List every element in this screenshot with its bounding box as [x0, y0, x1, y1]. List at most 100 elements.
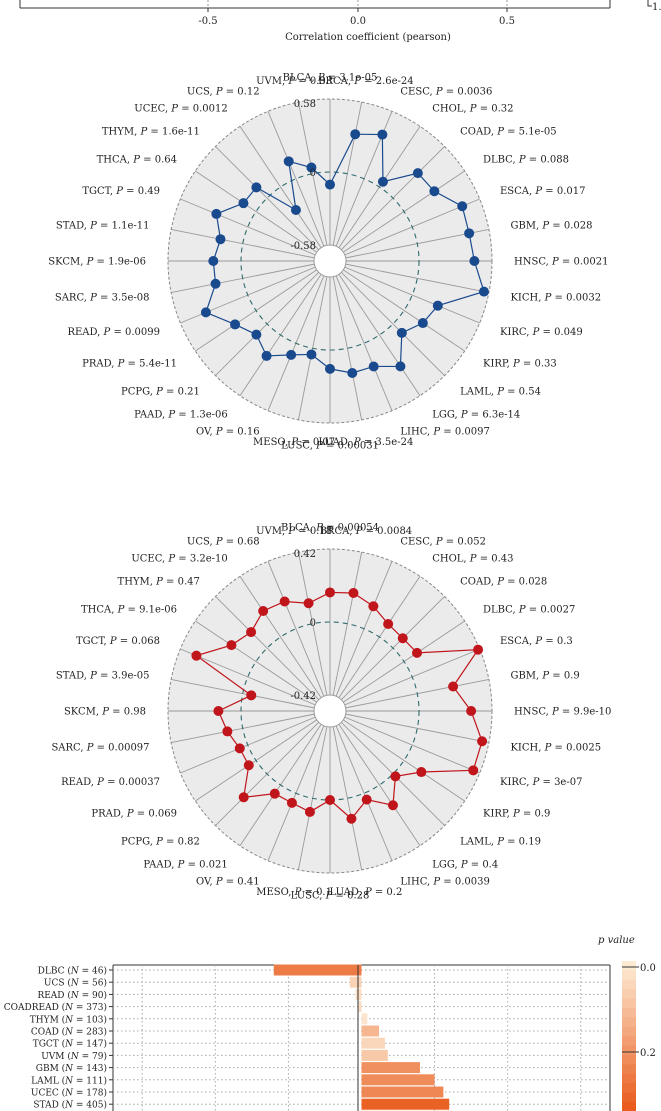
colorbar-segment — [622, 1064, 636, 1075]
category-label: CESC, P = 0.0036 — [400, 87, 492, 98]
bar — [361, 1037, 385, 1049]
horizontal-bar-chart: p value DLBC (N = 46)UCS (N = 56)READ (N… — [4, 935, 656, 1111]
x-axis-title: Correlation coefficient (pearson) — [285, 32, 451, 43]
category-label: HNSC, P = 9.9e-10 — [514, 707, 611, 718]
category-label: GBM, P = 0.028 — [510, 221, 592, 232]
category-label: THCA, P = 9.1e-06 — [81, 604, 177, 615]
colorbar-segment — [622, 1036, 636, 1046]
x-tick-label: 0.5 — [499, 16, 515, 27]
radar-point — [416, 767, 427, 778]
legend-title: p value — [598, 935, 635, 946]
category-label: OV, P = 0.41 — [196, 876, 260, 887]
category-label: LUAD, P = 3.5e-24 — [318, 437, 413, 448]
radar-point — [279, 596, 290, 607]
colorbar-segment — [622, 961, 636, 971]
radar-point — [306, 162, 317, 173]
radial-tick-label: 0 — [310, 168, 316, 179]
category-label: ESCA, P = 0.017 — [500, 186, 586, 197]
colorbar-tick-label: 1.0 — [652, 2, 661, 13]
category-label: UVM, P = 0.18 — [256, 526, 332, 537]
radar-point — [325, 179, 335, 190]
radar-spoke — [335, 725, 393, 861]
bar — [361, 1074, 435, 1086]
radar-point — [325, 795, 335, 805]
category-label: CESC, P = 0.052 — [400, 537, 486, 548]
colorbar-segment — [622, 970, 636, 981]
radial-tick-label: 0.58 — [294, 99, 316, 110]
colorbar-segment — [622, 1055, 636, 1065]
bar — [358, 1001, 362, 1013]
category-label: STAD (N = 405) — [33, 1100, 107, 1111]
category-label: COADREAD (N = 373) — [4, 1002, 107, 1013]
radar-point — [377, 176, 388, 187]
category-label: KIRP, P = 0.9 — [483, 809, 550, 820]
category-label: DLBC (N = 46) — [38, 966, 107, 977]
radar-spoke — [171, 678, 315, 709]
category-label: STAD, P = 1.1e-11 — [56, 221, 150, 232]
category-label: THYM, P = 0.47 — [118, 576, 200, 587]
radar-point — [368, 361, 379, 372]
radar-point — [238, 792, 249, 803]
radar-spoke — [171, 228, 315, 259]
category-label: DLBC, P = 0.088 — [483, 154, 569, 165]
radar-point — [290, 205, 301, 216]
radar-point — [230, 319, 241, 330]
radar-point — [348, 588, 359, 599]
category-label: COAD, P = 0.028 — [460, 576, 547, 587]
category-label: UCEC, P = 0.0012 — [134, 104, 228, 115]
category-label: LAML, P = 0.19 — [460, 837, 541, 848]
radar-point — [477, 736, 488, 747]
category-label: TGCT, P = 0.068 — [76, 636, 160, 647]
bar — [361, 1013, 368, 1025]
colorbar-segment — [622, 1045, 636, 1056]
category-label: THYM, P = 1.6e-11 — [102, 126, 200, 137]
category-label: BLCA, P = 0.00054 — [281, 523, 379, 534]
radar-point — [325, 363, 335, 374]
radar-spoke — [343, 719, 465, 802]
category-label: LUSC, P = 0.28 — [291, 891, 370, 902]
radar-point — [448, 681, 459, 692]
radar-spoke — [344, 716, 480, 774]
radar-point — [238, 198, 249, 209]
radar-point — [387, 800, 398, 811]
radar-point — [269, 788, 280, 799]
category-label: PCPG, P = 0.21 — [121, 387, 200, 398]
category-label: READ (N = 90) — [37, 990, 107, 1001]
radar-spoke — [332, 276, 363, 420]
category-label: LGG, P = 0.4 — [432, 859, 498, 870]
colorbar-bracket — [647, 0, 652, 7]
colorbar-segment — [622, 1017, 636, 1028]
radar-spoke — [340, 271, 445, 376]
radar-point — [412, 647, 423, 658]
category-label: PAAD, P = 0.021 — [143, 859, 227, 870]
radar-point — [473, 644, 484, 655]
radar-center — [313, 244, 347, 278]
category-label: UCS, P = 0.68 — [187, 537, 260, 548]
radar-spoke — [332, 726, 363, 870]
radar-point — [466, 706, 477, 716]
category-label: UCS (N = 56) — [44, 978, 107, 989]
category-label: KICH, P = 0.0032 — [510, 292, 601, 303]
category-label: SKCM, P = 0.98 — [64, 707, 146, 718]
radial-tick-label: 0 — [310, 618, 316, 629]
category-label: UCEC, P = 3.2e-10 — [131, 554, 227, 565]
bar — [355, 988, 362, 1000]
category-label: UVM, P = 0.93 — [256, 76, 332, 87]
radar-point — [432, 300, 443, 311]
radar-point — [243, 760, 254, 771]
radar-point — [246, 690, 257, 701]
bar — [361, 1062, 420, 1074]
radar-spoke — [267, 561, 325, 697]
bar — [361, 1098, 450, 1110]
radar-point — [303, 598, 314, 609]
bar — [273, 964, 362, 976]
category-label: SARC, P = 3.5e-08 — [55, 292, 150, 303]
category-label: MESO, P = 0.1 — [256, 887, 332, 898]
colorbar-segment — [622, 1083, 636, 1093]
category-label: KICH, P = 0.0025 — [510, 742, 601, 753]
radar-point — [368, 601, 379, 612]
bar — [361, 1086, 444, 1098]
radar-point — [286, 797, 297, 808]
category-label: PCPG, P = 0.82 — [121, 837, 200, 848]
